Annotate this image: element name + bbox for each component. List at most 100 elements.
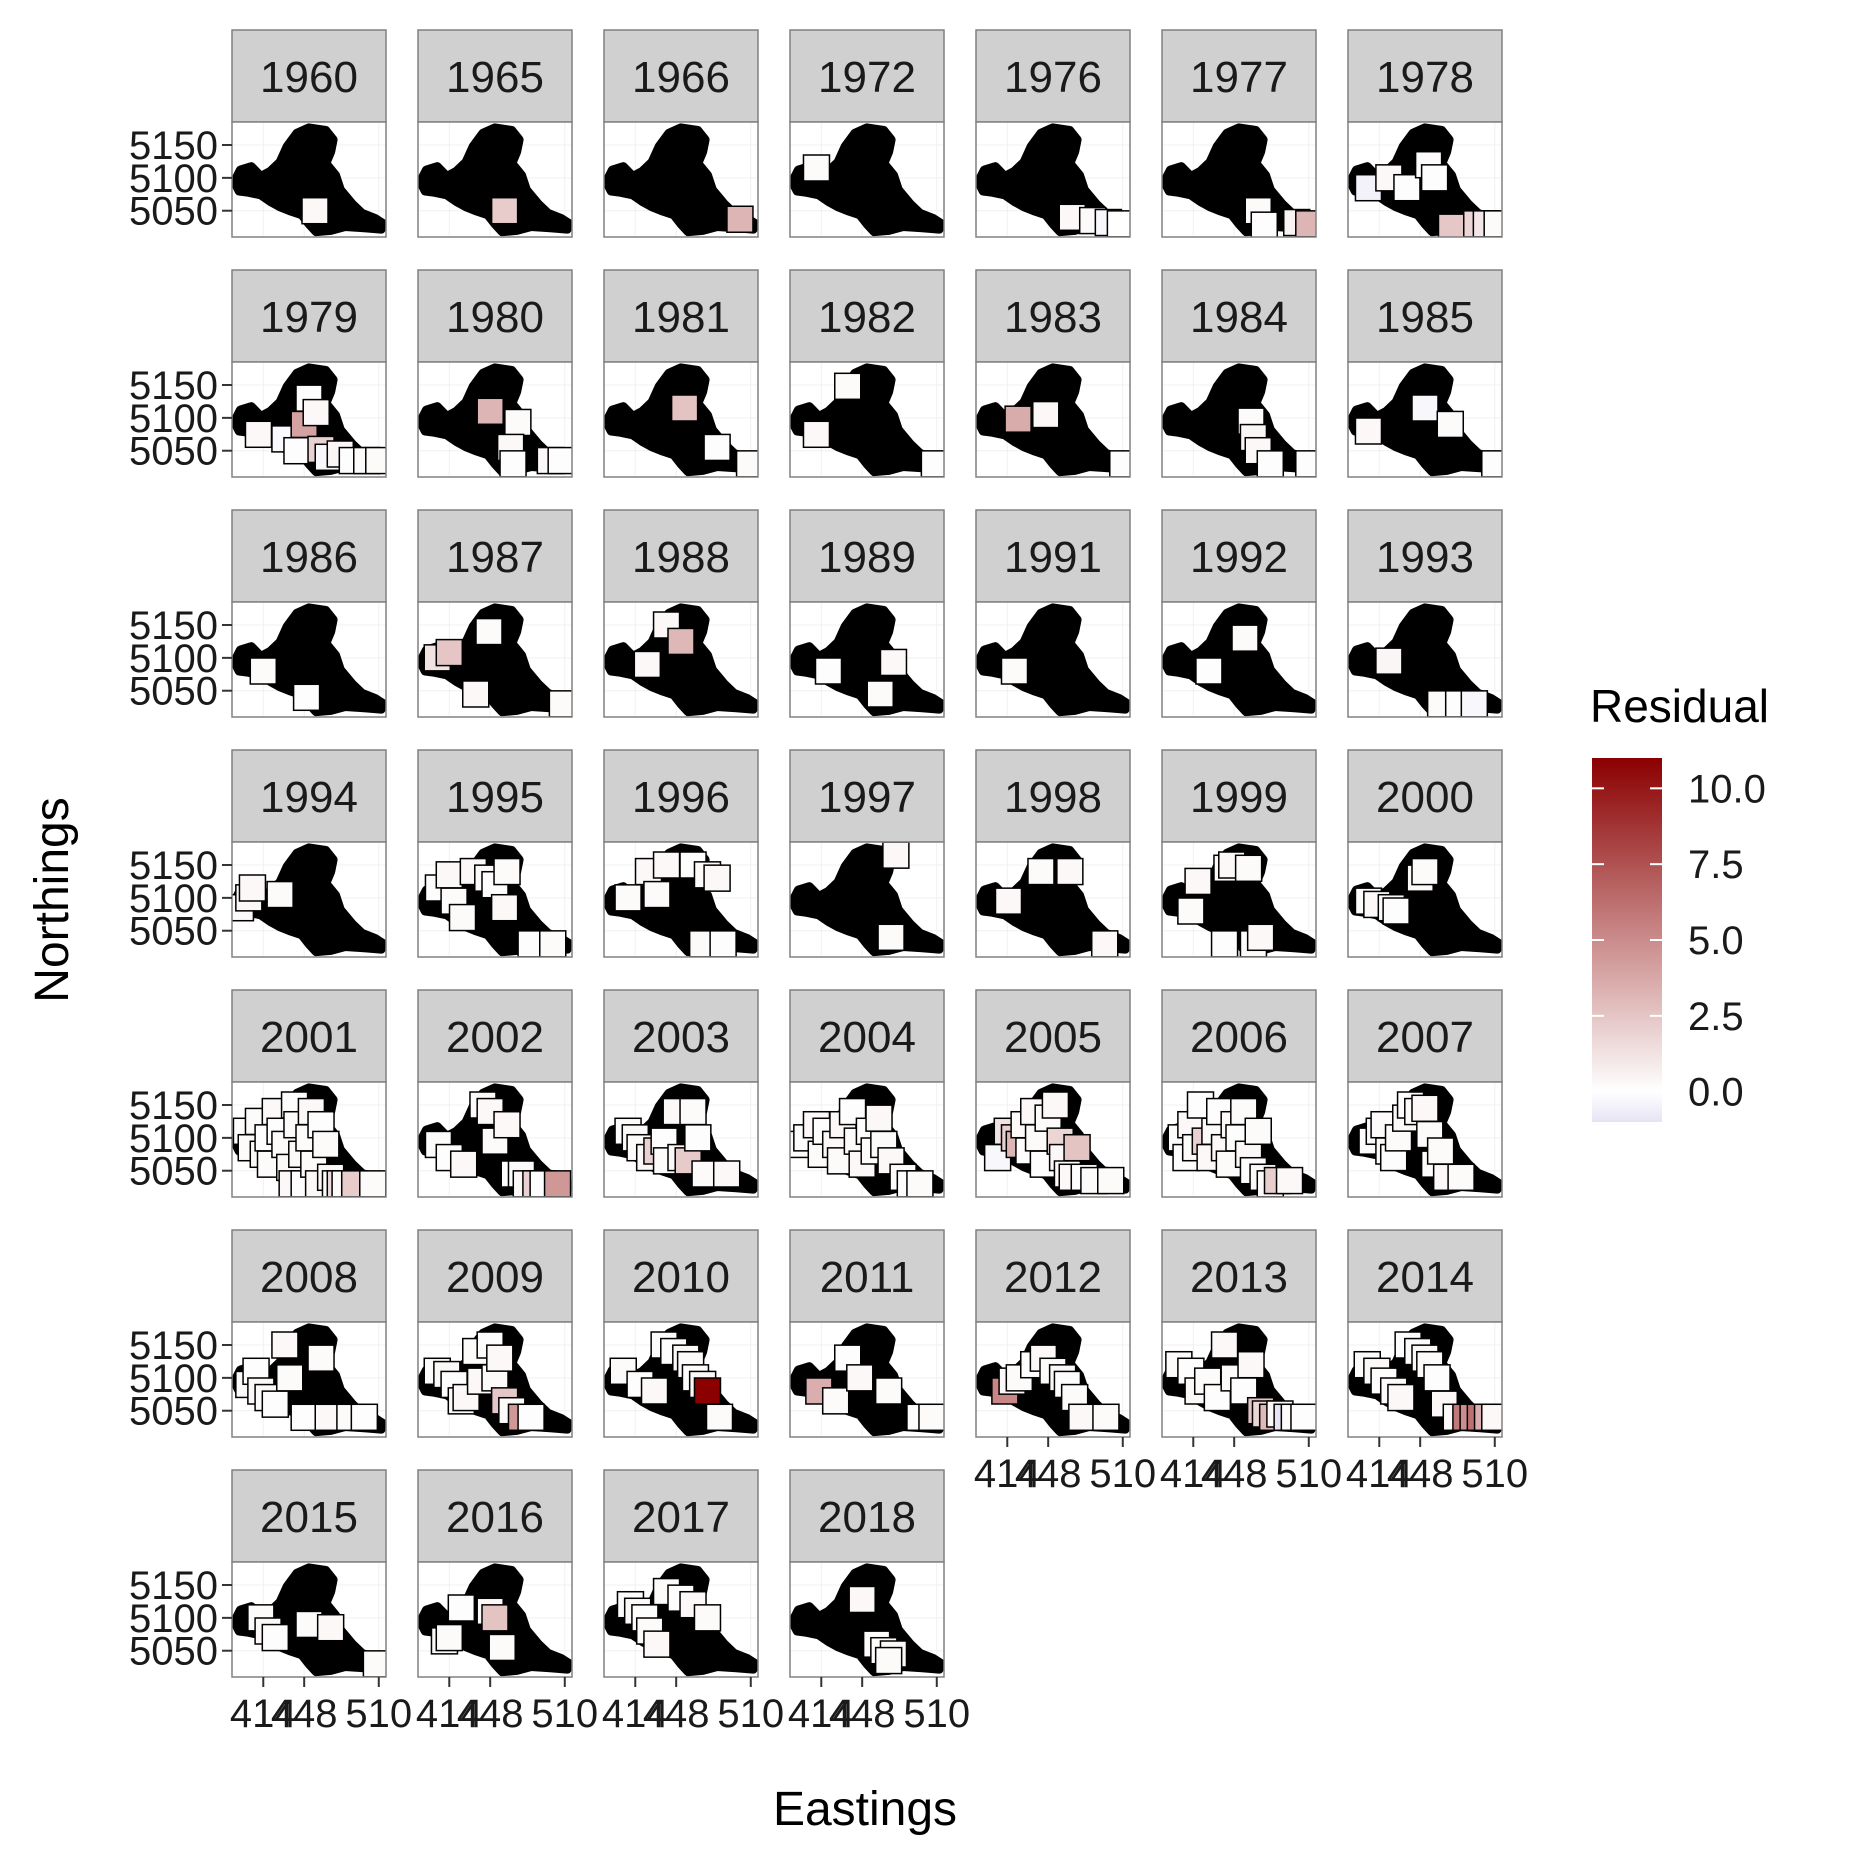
- residual-square: [1092, 1403, 1120, 1432]
- residual-square: [643, 1630, 671, 1658]
- facet-strip-label: 2013: [1190, 1253, 1288, 1302]
- x-tick-label: 414: [788, 1692, 855, 1736]
- facet-panel-1992: 1992: [1161, 509, 1317, 718]
- x-tick-label: 448: [1387, 1452, 1454, 1496]
- residual-square: [244, 420, 273, 449]
- residual-square: [1375, 647, 1403, 675]
- y-tick-label: 5100: [129, 1597, 218, 1641]
- facet-panel-2002: 2002: [417, 989, 573, 1198]
- survey-region: [1348, 843, 1502, 957]
- facet-strip-label: 2006: [1190, 1013, 1288, 1062]
- facet-panel-border: [417, 1081, 573, 1198]
- residual-square: [667, 627, 695, 656]
- legend-ticks: 10.0 7.5 5.0 2.5 0.0: [1592, 767, 1766, 1115]
- residual-square: [1460, 690, 1489, 717]
- residual-square: [499, 450, 527, 477]
- residual-square: [614, 884, 642, 912]
- facet-panel-1995: 1995: [417, 749, 573, 958]
- facet-panel-border: [789, 601, 945, 718]
- facet-panel-border: [417, 1561, 573, 1678]
- residual-square: [846, 1364, 874, 1392]
- facet-strip-label: 2000: [1376, 773, 1474, 822]
- facet-panel-border: [1161, 1321, 1317, 1438]
- residual-square: [249, 657, 278, 685]
- residual-square: [1056, 857, 1084, 886]
- facet-strip-label: 2017: [632, 1493, 730, 1542]
- residual-square: [693, 1604, 722, 1632]
- residual-square: [1447, 1163, 1475, 1192]
- residual-square: [906, 1170, 934, 1197]
- facet-strip-label: 1992: [1190, 533, 1288, 582]
- facet-panel-1976: 1976: [975, 29, 1131, 238]
- facet-strip-label: 2010: [632, 1253, 730, 1302]
- residual-square: [493, 1110, 521, 1139]
- residual-square: [447, 1594, 476, 1622]
- residual-square: [283, 436, 311, 465]
- residual-square: [643, 880, 671, 909]
- survey-region: [418, 123, 572, 237]
- y-tick-label: 5050: [129, 1150, 218, 1194]
- facet-strip: [1161, 749, 1317, 843]
- x-tick-label: 448: [643, 1692, 710, 1736]
- residual-square: [1231, 624, 1259, 652]
- residual-square: [539, 930, 567, 957]
- residual-square: [350, 1403, 379, 1432]
- facet-panel-border: [417, 121, 573, 238]
- facet-panel-2003: 2003: [603, 989, 759, 1198]
- facet-panel-border: [975, 841, 1131, 958]
- facet-strip: [1347, 509, 1503, 603]
- residual-square: [475, 617, 503, 646]
- residual-square: [449, 1150, 478, 1178]
- facet-panel-border: [975, 1081, 1131, 1198]
- facet-strip: [1347, 1229, 1503, 1323]
- facet-strip-label: 2002: [446, 1013, 544, 1062]
- residual-square: [1210, 930, 1239, 957]
- survey-region: [790, 603, 944, 717]
- residual-square: [276, 1364, 304, 1392]
- residual-square: [359, 1170, 386, 1197]
- facet-panel-border: [603, 361, 759, 478]
- facet-panel-border: [1347, 361, 1503, 478]
- facet-strip: [1347, 29, 1503, 123]
- residual-square: [814, 657, 843, 685]
- facet-panel-border: [231, 1561, 387, 1678]
- x-tick-label: 510: [531, 1692, 598, 1736]
- facet-panel-border: [975, 361, 1131, 478]
- residual-square: [543, 1170, 572, 1197]
- facet-strip-label: 2004: [818, 1013, 916, 1062]
- facet-strip: [231, 989, 387, 1083]
- residual-square: [1184, 867, 1212, 896]
- residual-square: [1382, 897, 1410, 925]
- residual-square: [709, 930, 737, 957]
- facet-strip-label: 1972: [818, 53, 916, 102]
- facet-strip-label: 1991: [1004, 533, 1102, 582]
- facet-strip: [603, 749, 759, 843]
- y-tick-label: 5100: [129, 637, 218, 681]
- facet-panel-1984: 1984: [1161, 269, 1317, 478]
- residual-square: [1237, 1350, 1265, 1379]
- facet-strip-label: 2009: [446, 1253, 544, 1302]
- residual-square: [547, 446, 572, 475]
- facet-strip-label: 1995: [446, 773, 544, 822]
- residual-square: [1063, 1133, 1091, 1162]
- residual-square: [307, 1344, 335, 1372]
- residual-square: [882, 842, 910, 869]
- facet-strip: [789, 989, 945, 1083]
- residual-square: [726, 205, 754, 234]
- facet-strip-label: 1976: [1004, 53, 1102, 102]
- facet-strip-label: 1985: [1376, 293, 1474, 342]
- facet-panel-1999: 1999: [1161, 749, 1317, 958]
- residual-square: [670, 394, 699, 422]
- facet-strip: [603, 1229, 759, 1323]
- facet-panel-border: [603, 1321, 759, 1438]
- facet-strip-label: 1984: [1190, 293, 1288, 342]
- facet-panel-1997: 1997: [789, 749, 945, 958]
- residual-square: [493, 857, 521, 886]
- y-tick-label: 5050: [129, 430, 218, 474]
- facet-panel-border: [789, 361, 945, 478]
- facet-strip-label: 2014: [1376, 1253, 1474, 1302]
- y-tick-label: 5100: [129, 1357, 218, 1401]
- residual-square: [504, 408, 532, 437]
